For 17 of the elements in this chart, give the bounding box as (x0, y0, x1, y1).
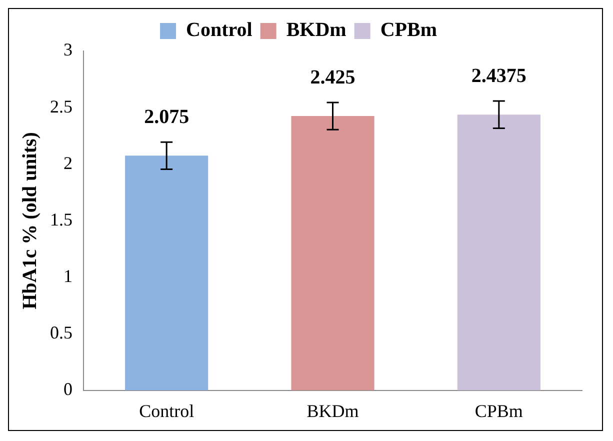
data-label: 2.075 (144, 106, 190, 128)
legend-label: Control (186, 19, 253, 42)
y-tick-label: 0.5 (50, 322, 72, 343)
x-tick-label: CPBm (474, 400, 523, 421)
y-tick-label: 3 (64, 40, 72, 60)
x-tick-label: Control (139, 400, 194, 421)
legend-label: CPBm (380, 19, 438, 42)
data-label: 2.4375 (471, 65, 526, 88)
y-tick-label: 1.5 (50, 209, 72, 230)
y-tick-label: 0 (64, 379, 72, 400)
y-tick-label: 1 (64, 266, 72, 286)
y-axis-title: HbA1c % (old units) (19, 132, 42, 310)
x-tick-label: BKDm (306, 400, 359, 421)
data-label: 2.425 (310, 66, 356, 89)
y-tick-label: 2 (64, 152, 72, 173)
y-tick-label: 2.5 (50, 96, 72, 116)
legend-label: BKDm (286, 19, 347, 42)
